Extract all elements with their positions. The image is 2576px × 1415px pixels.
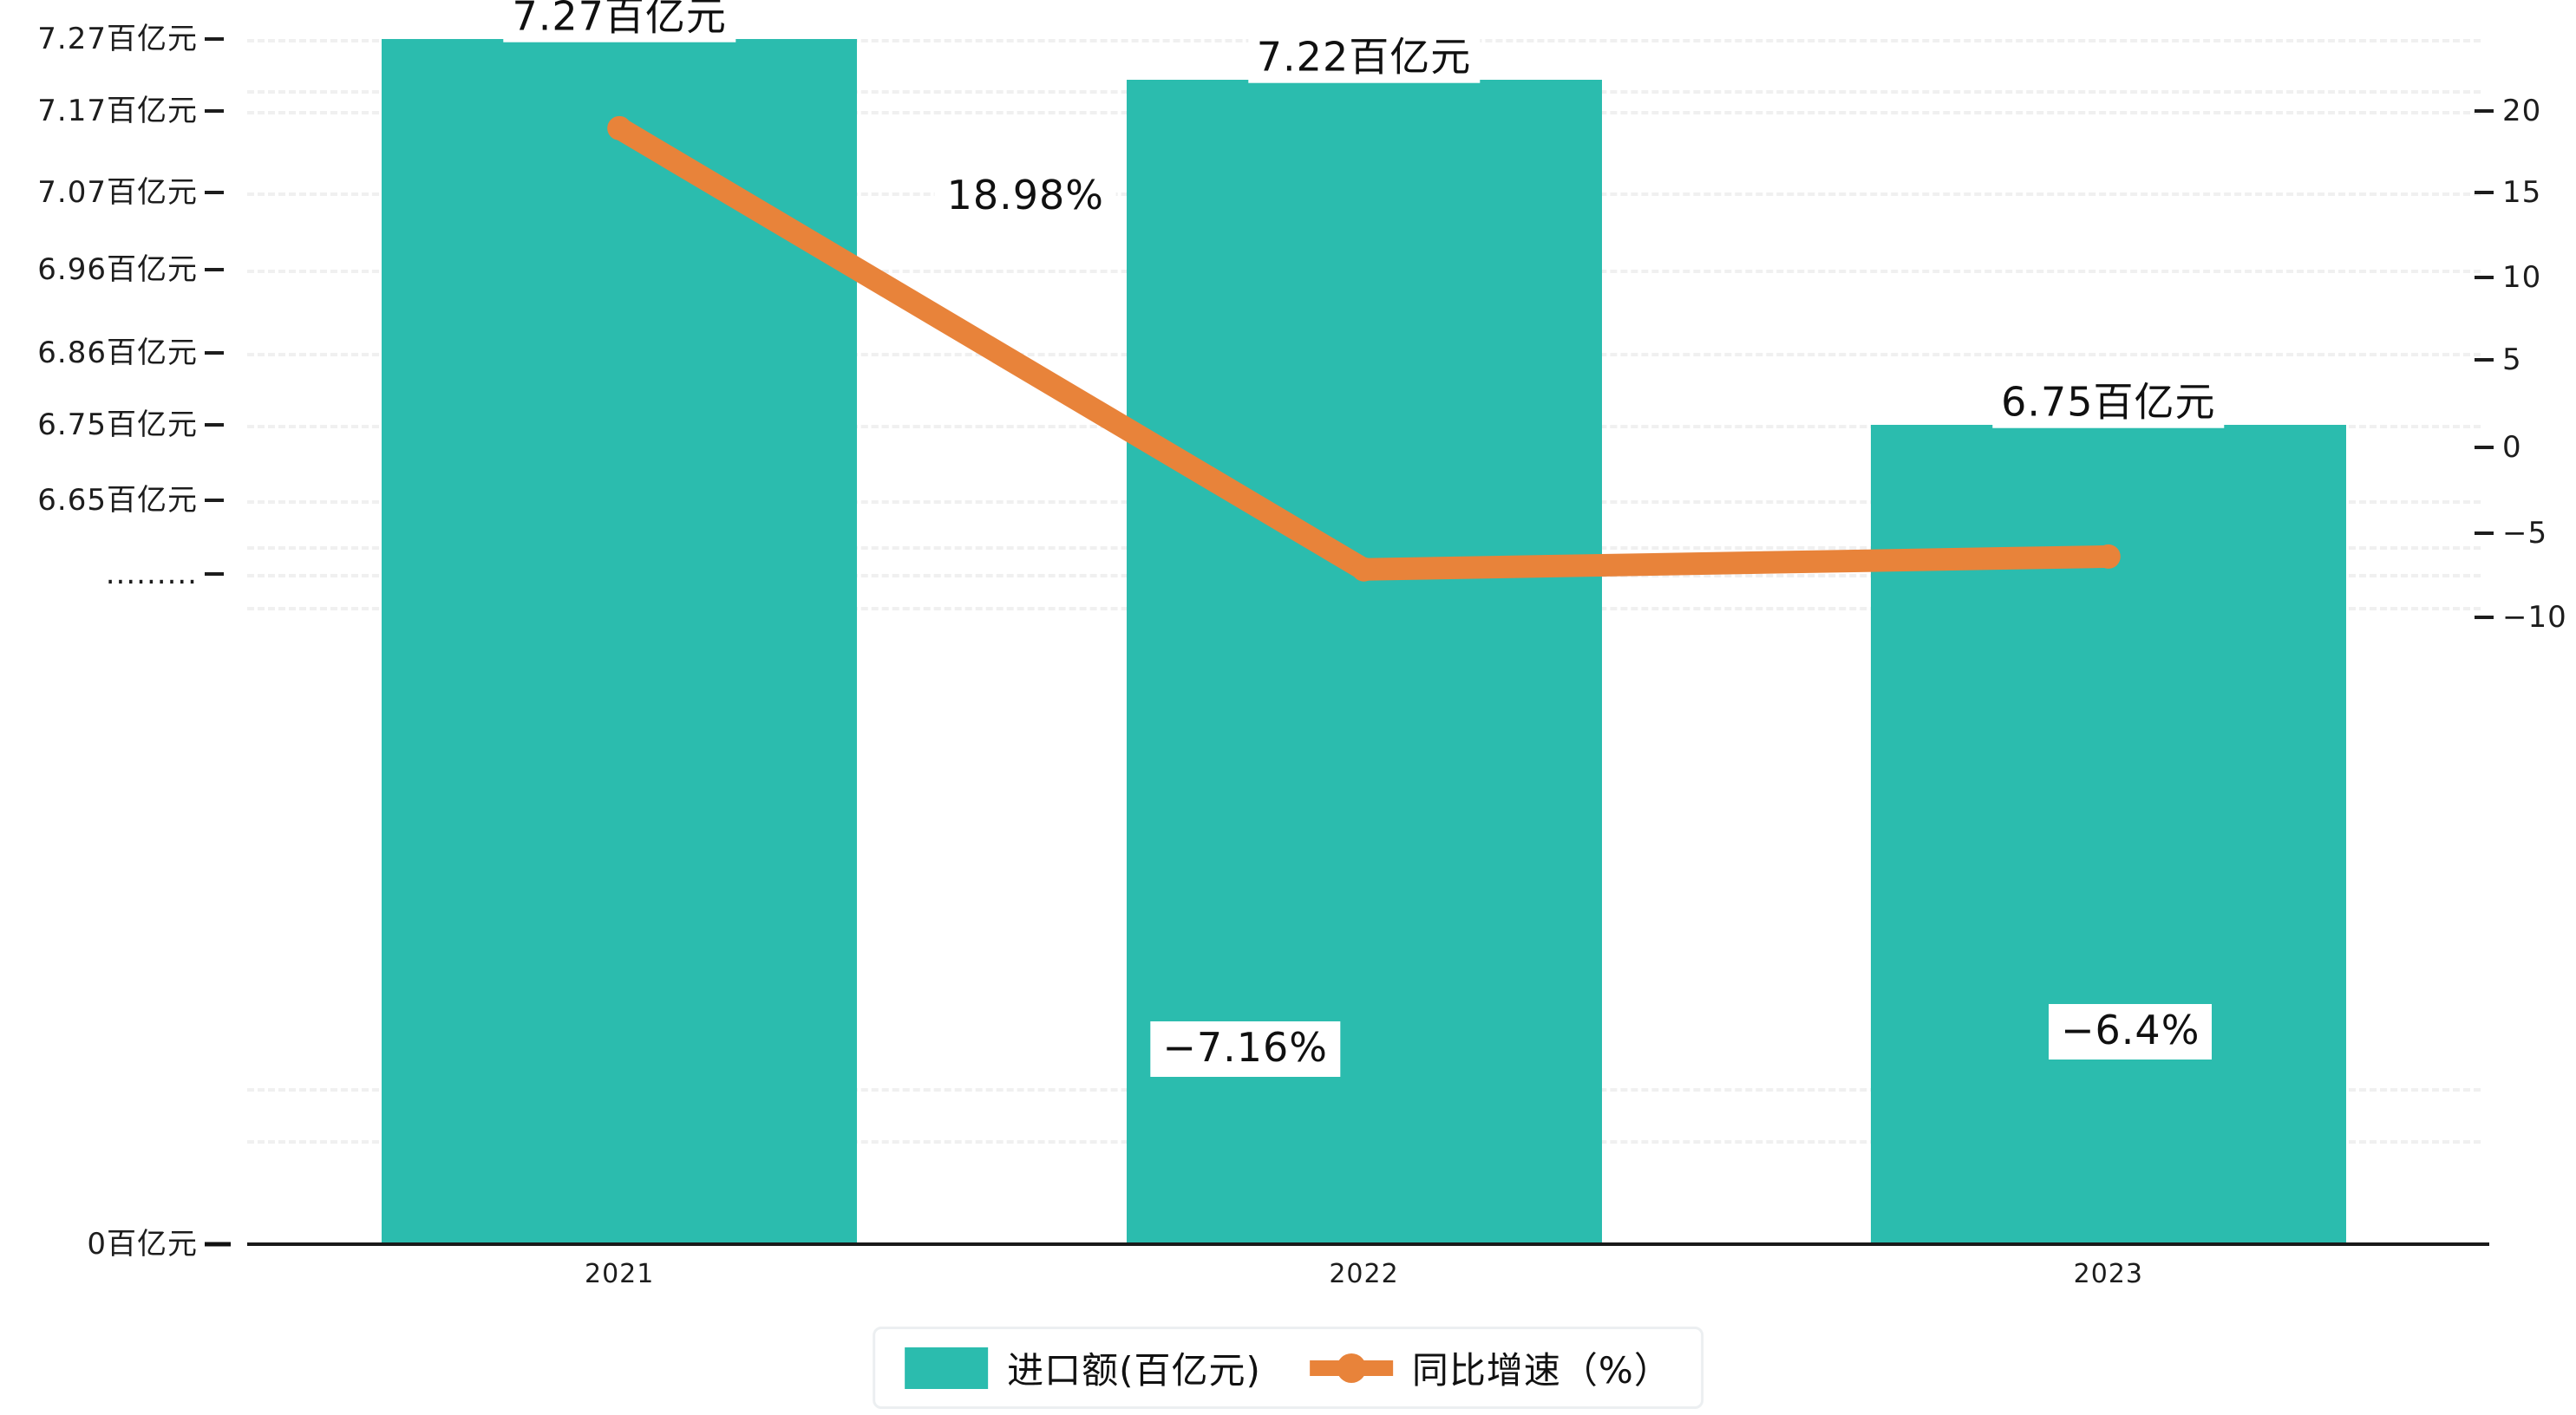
bar-value-label: 6.75百亿元 — [1992, 379, 2225, 428]
line-point-2022[interactable] — [1351, 557, 1376, 582]
y-axis-left-tick: 6.75百亿元 — [37, 408, 224, 442]
bar-2021[interactable] — [382, 39, 858, 1244]
bar-value-label: 7.27百亿元 — [503, 0, 736, 42]
plot-area: 7.27百亿元 7.22百亿元 6.75百亿元 18.98% −7.16% −6.4% — [247, 0, 2481, 1244]
tick-mark — [2475, 276, 2494, 279]
line-point-2021[interactable] — [607, 115, 632, 140]
y-axis-right-tick: 15 — [2475, 175, 2542, 210]
x-axis-tick-2023: 2023 — [2073, 1259, 2144, 1289]
y-axis-left-tick-label: 7.07百亿元 — [37, 175, 198, 210]
line-value-label: 18.98% — [934, 169, 1116, 225]
x-axis-line — [247, 1242, 2489, 1246]
y-axis-left-tick: 0百亿元 — [87, 1227, 231, 1262]
y-axis-right-tick: 5 — [2475, 342, 2522, 377]
y-axis-right-tick: −10 — [2475, 600, 2567, 635]
legend-label: 同比增速（%） — [1411, 1349, 1671, 1392]
tick-mark — [2475, 446, 2494, 449]
legend-bar-swatch-icon — [905, 1347, 989, 1389]
chart-legend: 进口额(百亿元) 同比增速（%） — [873, 1327, 1703, 1409]
tick-mark — [205, 423, 224, 427]
y-axis-right-tick-label: −5 — [2502, 516, 2548, 551]
bar-value-label: 7.22百亿元 — [1247, 34, 1481, 83]
tick-mark — [205, 499, 224, 502]
y-axis-right-tick: 0 — [2475, 430, 2522, 465]
legend-line-marker-icon — [1309, 1347, 1393, 1389]
y-axis-left-tick: 7.07百亿元 — [37, 175, 224, 210]
legend-label: 进口额(百亿元) — [1007, 1349, 1261, 1392]
legend-dot-icon — [1336, 1353, 1366, 1383]
y-axis-left-tick: 6.65百亿元 — [37, 483, 224, 518]
tick-mark — [205, 191, 224, 194]
y-axis-right-tick-label: 20 — [2502, 94, 2542, 128]
y-axis-left-tick: 7.17百亿元 — [37, 94, 224, 128]
y-axis-left-tick: 7.27百亿元 — [37, 22, 224, 56]
y-axis-left-tick: 6.86百亿元 — [37, 336, 224, 370]
tick-mark — [205, 351, 224, 355]
line-series — [607, 115, 2121, 582]
y-axis-right-tick-label: 15 — [2502, 175, 2542, 210]
tick-mark — [2475, 358, 2494, 362]
tick-mark — [205, 109, 224, 113]
tick-mark — [2475, 109, 2494, 113]
y-axis-left-tick-label: ......... — [105, 557, 198, 591]
y-axis-left-tick-label: 6.65百亿元 — [37, 483, 198, 518]
tick-mark — [205, 268, 224, 271]
growth-rate-line[interactable] — [613, 118, 2109, 581]
tick-mark — [205, 572, 224, 576]
y-axis-left-tick-label: 7.17百亿元 — [37, 94, 198, 128]
y-axis-right-tick-label: 5 — [2502, 342, 2522, 377]
y-axis-right-tick: 20 — [2475, 94, 2542, 128]
y-axis-left-tick-label: 7.27百亿元 — [37, 22, 198, 56]
line-value-label: −7.16% — [1150, 1021, 1340, 1078]
line-point-2023[interactable] — [2095, 544, 2121, 569]
y-axis-right-tick-label: −10 — [2502, 600, 2567, 635]
y-axis-right-tick: −5 — [2475, 516, 2548, 551]
tick-mark — [205, 1242, 231, 1247]
y-axis-left-tick-label: 6.86百亿元 — [37, 336, 198, 370]
tick-mark — [2475, 191, 2494, 194]
legend-item-0[interactable]: 进口额(百亿元) — [905, 1341, 1261, 1394]
tick-mark — [2475, 531, 2494, 535]
y-axis-right-tick-label: 10 — [2502, 260, 2542, 295]
y-axis-left-tick-label: 6.75百亿元 — [37, 408, 198, 442]
y-axis-left-tick: 6.96百亿元 — [37, 252, 224, 287]
x-axis-tick-2021: 2021 — [584, 1259, 655, 1289]
line-value-label: −6.4% — [2049, 1004, 2213, 1060]
tick-mark — [2475, 616, 2494, 619]
y-axis-right-tick-label: 0 — [2502, 430, 2522, 465]
legend-item-1[interactable]: 同比增速（%） — [1309, 1341, 1671, 1394]
y-axis-left-tick-label: 6.96百亿元 — [37, 252, 198, 287]
x-axis-tick-2022: 2022 — [1329, 1259, 1399, 1289]
tick-mark — [205, 37, 224, 41]
y-axis-left-tick-label: 0百亿元 — [87, 1227, 198, 1262]
y-axis-right-tick: 10 — [2475, 260, 2542, 295]
y-axis-left-tick: ......... — [105, 557, 224, 591]
